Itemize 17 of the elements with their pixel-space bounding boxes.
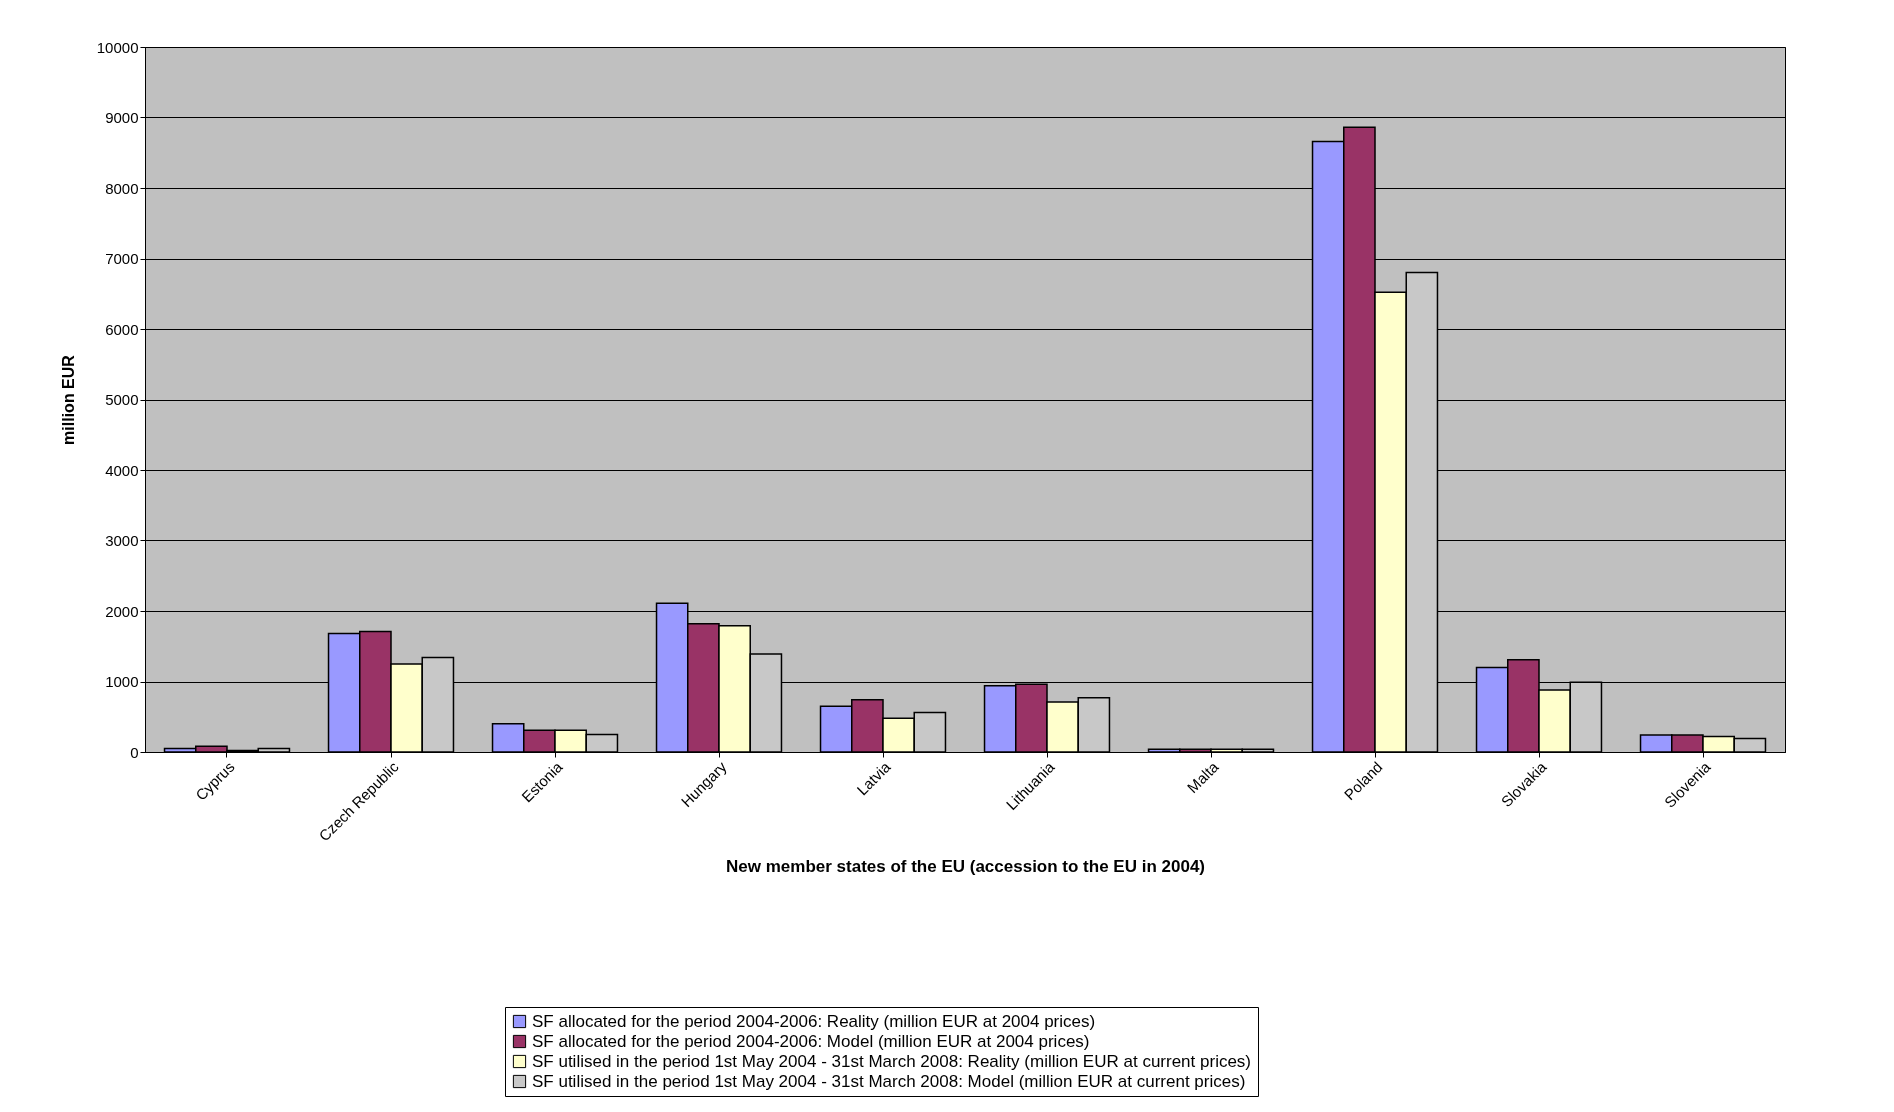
y-tick-label: 2000 (105, 602, 139, 620)
legend-label: SF allocated for the period 2004-2006: Reality (million EUR at 2004 prices) (532, 1011, 1096, 1031)
legend-label: SF allocated for the period 2004-2006: Model (million EUR at 2004 prices) (532, 1031, 1090, 1051)
y-tick-label: 7000 (105, 250, 139, 267)
y-tick-label: 9000 (105, 109, 139, 126)
y-tick-label: 5000 (105, 391, 139, 408)
y-tick-label: 6000 (105, 320, 139, 338)
y-tick-label: 8000 (105, 179, 139, 197)
legend-label: SF utilised in the period 1st May 2004 - 31st March 2008: Model (million EUR at current prices) (532, 1071, 1246, 1091)
x-axis-title: New member states of the EU (accession to the EU in 2004) (726, 857, 1205, 877)
y-tick-label: 0 (130, 743, 139, 761)
y-tick-label: 4000 (105, 461, 139, 479)
y-tick-label: 3000 (105, 532, 139, 549)
legend-label: SF utilised in the period 1st May 2004 - 31st March 2008: Reality (million EUR at current prices) (532, 1051, 1252, 1071)
y-tick-label: 1000 (105, 673, 139, 690)
y-tick-label: 10000 (96, 38, 139, 56)
y-axis-title: million EUR (59, 354, 77, 445)
